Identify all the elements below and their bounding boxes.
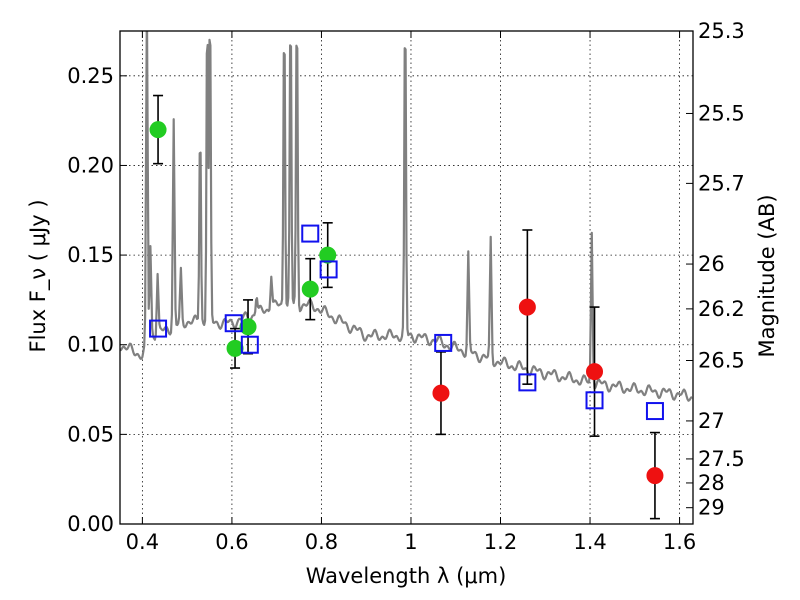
y-axis-title: Flux F_ν ( μJy ) bbox=[26, 199, 51, 352]
data-point bbox=[239, 318, 257, 336]
model-square-marker bbox=[518, 373, 537, 392]
plot-area bbox=[120, 31, 693, 520]
magnitude-tick-label: 25.3 bbox=[698, 19, 745, 43]
plot-frame bbox=[119, 30, 694, 525]
data-point bbox=[646, 467, 664, 485]
model-spectrum-line bbox=[120, 31, 693, 402]
magnitude-axis-title: Magnitude (AB) bbox=[755, 194, 779, 357]
x-tick-label: 1.6 bbox=[663, 530, 696, 554]
x-tick-label: 0.8 bbox=[305, 530, 338, 554]
data-point bbox=[319, 246, 337, 264]
magnitude-tick-label: 26.5 bbox=[698, 349, 745, 373]
data-point bbox=[518, 298, 536, 316]
model-square-marker bbox=[301, 224, 320, 243]
model-square-marker bbox=[240, 335, 259, 354]
x-tick-label: 0.6 bbox=[215, 530, 248, 554]
data-point bbox=[432, 384, 450, 402]
x-tick-label: 1 bbox=[404, 530, 417, 554]
model-square-marker bbox=[585, 391, 604, 410]
plot-content bbox=[120, 31, 693, 402]
y-tick-labels: 0.00 0.05 0.10 0.15 0.20 0.25 bbox=[67, 64, 114, 536]
magnitude-tick-label: 26.2 bbox=[698, 297, 745, 321]
y-tick-label: 0.20 bbox=[67, 153, 114, 177]
data-point bbox=[226, 339, 244, 357]
magnitude-tick-label: 27.5 bbox=[698, 447, 745, 471]
tick-marks bbox=[120, 30, 693, 525]
x-tick-label: 0.4 bbox=[126, 530, 159, 554]
magnitude-tick-label: 26 bbox=[698, 252, 725, 276]
y-tick-label: 0.00 bbox=[67, 512, 114, 536]
magnitude-tick-label: 29 bbox=[698, 496, 725, 520]
magnitude-tick-label: 25.5 bbox=[698, 101, 745, 125]
magnitude-tick-label: 28 bbox=[698, 471, 725, 495]
y-tick-label: 0.10 bbox=[67, 333, 114, 357]
y-tick-label: 0.05 bbox=[67, 422, 114, 446]
y-tick-label: 0.15 bbox=[67, 243, 114, 267]
data-point bbox=[301, 280, 319, 298]
magnitude-tick-label: 25.7 bbox=[698, 171, 745, 195]
magnitude-tick-label: 27 bbox=[698, 409, 725, 433]
y-tick-label: 0.25 bbox=[67, 64, 114, 88]
model-square-marker bbox=[149, 319, 168, 338]
data-point bbox=[149, 121, 167, 139]
model-square-marker bbox=[319, 260, 338, 279]
model-square-marker bbox=[645, 402, 664, 421]
model-square-marker bbox=[224, 314, 243, 333]
x-tick-label: 1.2 bbox=[484, 530, 517, 554]
x-tick-labels: 0.4 0.6 0.8 1 1.2 1.4 1.6 bbox=[126, 530, 697, 554]
data-point bbox=[586, 363, 604, 381]
x-axis-title: Wavelength λ (μm) bbox=[306, 564, 507, 588]
model-square-marker bbox=[434, 333, 453, 352]
x-tick-label: 1.4 bbox=[573, 530, 606, 554]
